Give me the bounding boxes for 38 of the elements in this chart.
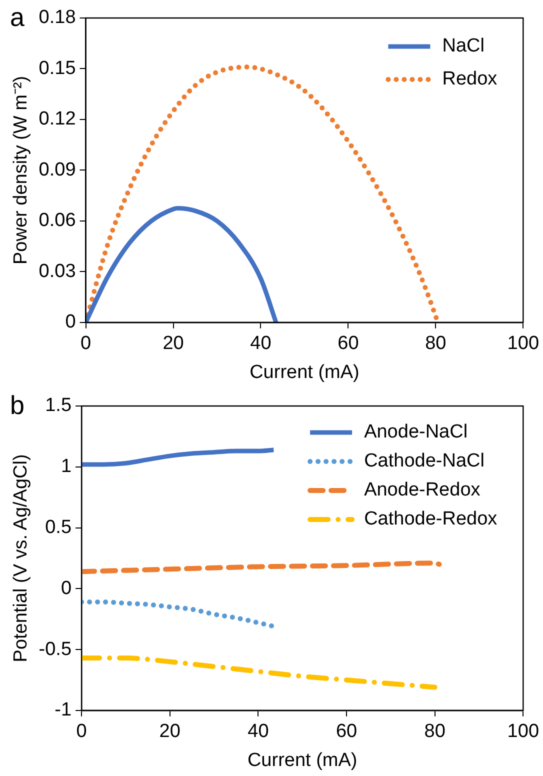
chart-title: a <box>10 2 25 32</box>
line-series <box>82 448 276 467</box>
x-tick-label: 40 <box>248 721 269 742</box>
line-series <box>86 206 278 322</box>
legend-label: Anode-Redox <box>364 480 481 501</box>
x-tick-label: 40 <box>250 333 272 354</box>
y-tick-label: 0.06 <box>38 210 76 232</box>
legend-label: NaCl <box>442 36 484 57</box>
y-tick-label: 0.03 <box>38 260 76 282</box>
y-tick-label: 0.12 <box>38 108 76 130</box>
y-tick-label: 1.5 <box>45 395 72 416</box>
x-tick-label: 100 <box>507 333 539 354</box>
y-tick-label: 0 <box>60 578 72 599</box>
x-tick-label: 0 <box>80 333 92 354</box>
y-tick-label: 0.15 <box>38 58 76 79</box>
x-tick-label: 60 <box>338 333 359 354</box>
y-tick-label: 0.18 <box>38 7 76 28</box>
x-tick-label: 80 <box>425 333 446 354</box>
legend-label: Redox <box>442 68 498 90</box>
y-axis-title: Power density (W m⁻²) <box>10 76 32 265</box>
x-tick-label: 60 <box>336 721 358 742</box>
y-tick-label: -0.5 <box>38 638 72 660</box>
chart-title: b <box>10 390 24 420</box>
x-tick-label: 20 <box>159 721 180 742</box>
legend-label: Cathode-Redox <box>364 508 498 530</box>
y-tick-label: -1 <box>54 700 72 721</box>
y-tick-label: 0 <box>65 312 76 333</box>
x-tick-label: 20 <box>162 333 184 354</box>
x-tick-label: 80 <box>424 721 446 742</box>
x-tick-label: 100 <box>507 721 539 742</box>
y-axis-title: Potential (V vs. Ag/AgCl) <box>10 454 32 662</box>
x-axis-title: Current (mA) <box>247 750 358 771</box>
legend-label: Anode-NaCl <box>364 422 468 443</box>
legend-label: Cathode-NaCl <box>364 450 484 472</box>
x-axis-title: Current (mA) <box>250 362 360 383</box>
y-tick-label: 0.5 <box>45 516 72 538</box>
y-tick-label: 0.09 <box>38 159 76 180</box>
y-tick-label: 1 <box>60 456 72 478</box>
